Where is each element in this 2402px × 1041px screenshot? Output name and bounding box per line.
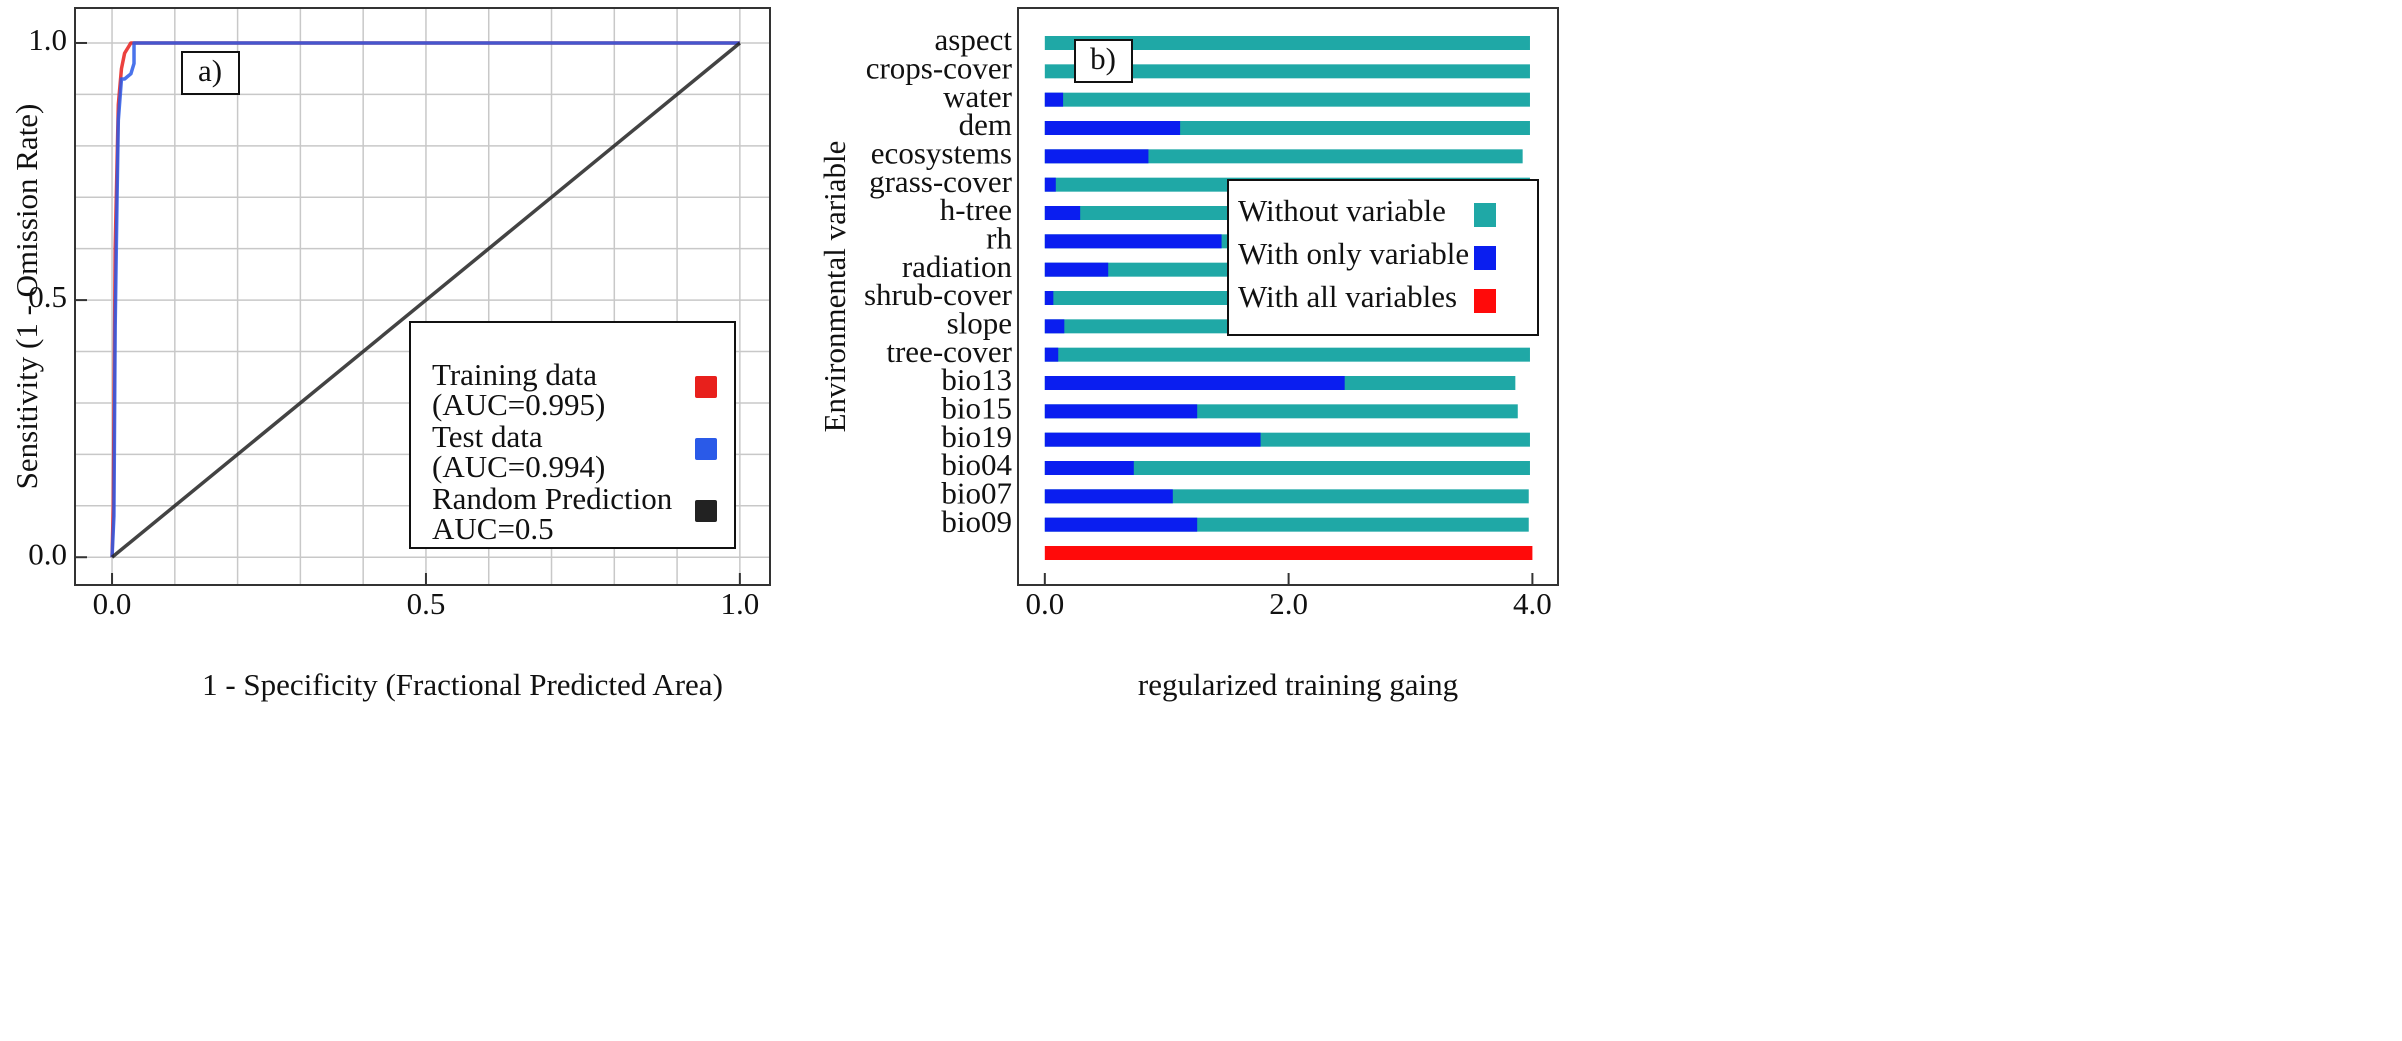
legend-swatch	[695, 500, 717, 522]
legend-swatch	[695, 376, 717, 398]
bar	[1044, 36, 1530, 50]
bar	[1044, 546, 1533, 560]
legend-swatch	[1474, 289, 1496, 313]
x-axis-label: regularized training gaing	[1138, 667, 1458, 702]
roc-line	[110, 41, 740, 558]
x-tick-label: 0.0	[1025, 586, 1064, 621]
legend-label: With only variable	[1238, 236, 1469, 271]
roc-line	[110, 41, 741, 559]
y-tick-label: ecosystems	[871, 135, 1012, 170]
annotation-box	[1074, 39, 1133, 83]
y-tick-label: bio09	[941, 504, 1012, 539]
y-tick-label: crops-cover	[866, 50, 1013, 85]
y-tick-label: bio07	[941, 475, 1012, 510]
bar	[1044, 121, 1181, 135]
legend-note: (AUC=0.994)	[432, 449, 605, 484]
x-tick-label: 0.0	[93, 586, 132, 621]
y-axis-label: Sensitivity (1 - Omission Rate)	[9, 104, 44, 490]
legend-swatch	[695, 438, 717, 460]
bar	[1044, 517, 1198, 532]
y-axis-label: Environmental variable	[817, 141, 852, 433]
bar	[1044, 92, 1064, 107]
legend-label: Training data	[432, 357, 597, 392]
y-tick-label: bio13	[941, 362, 1012, 397]
legend-label: Test data	[432, 419, 543, 454]
bar	[1044, 376, 1345, 390]
legend-swatch	[1474, 246, 1496, 270]
y-tick-label: slope	[947, 305, 1012, 340]
y-tick-label: shrub-cover	[864, 277, 1013, 312]
bar	[1044, 64, 1530, 79]
bar	[1044, 404, 1198, 419]
legend-box	[409, 321, 736, 549]
annotation: a)	[198, 53, 222, 88]
legend-label: Without variable	[1238, 193, 1446, 228]
bar	[1044, 291, 1054, 305]
bar	[1044, 432, 1261, 447]
bar	[1044, 461, 1134, 475]
bar	[1044, 319, 1065, 334]
bar	[1044, 149, 1523, 164]
bar	[1044, 92, 1530, 107]
legend-label: Random Prediction	[432, 481, 673, 516]
y-tick-label: 0.0	[28, 536, 67, 571]
y-tick-label: water	[943, 79, 1013, 114]
y-tick-label: radiation	[902, 249, 1013, 284]
bar	[1044, 489, 1173, 504]
y-tick-label: tree-cover	[886, 334, 1012, 369]
x-axis-label: 1 - Specificity (Fractional Predicted Ar…	[202, 667, 723, 702]
bar	[1044, 206, 1081, 220]
y-tick-label: 0.5	[28, 279, 67, 314]
x-tick-label: 0.5	[407, 586, 446, 621]
legend-note: (AUC=0.995)	[432, 387, 605, 422]
x-tick-label: 1.0	[720, 586, 759, 621]
x-tick-label: 4.0	[1513, 586, 1552, 621]
legend-note: AUC=0.5	[432, 511, 554, 546]
annotation: b)	[1090, 41, 1116, 76]
y-tick-label: h-tree	[940, 192, 1012, 227]
plot-frame	[74, 7, 771, 586]
y-tick-label: 1.0	[28, 22, 67, 57]
y-tick-label: bio19	[941, 419, 1012, 454]
bar	[1044, 461, 1530, 475]
bar	[1044, 234, 1222, 249]
bar	[1044, 149, 1149, 164]
bar	[1044, 347, 1530, 362]
y-tick-label: grass-cover	[869, 164, 1013, 199]
plot-frame	[1017, 7, 1559, 586]
legend-swatch	[1474, 203, 1496, 227]
x-tick-label: 2.0	[1269, 586, 1308, 621]
legend-label: With all variables	[1238, 279, 1457, 314]
y-tick-label: aspect	[935, 22, 1013, 57]
bar	[1044, 347, 1059, 362]
y-tick-label: bio15	[941, 390, 1012, 425]
bar	[1044, 177, 1056, 192]
bar	[1044, 262, 1109, 277]
y-tick-label: dem	[959, 107, 1012, 142]
annotation-box	[181, 51, 240, 95]
y-tick-label: rh	[986, 220, 1012, 255]
y-tick-label: bio04	[941, 447, 1012, 482]
